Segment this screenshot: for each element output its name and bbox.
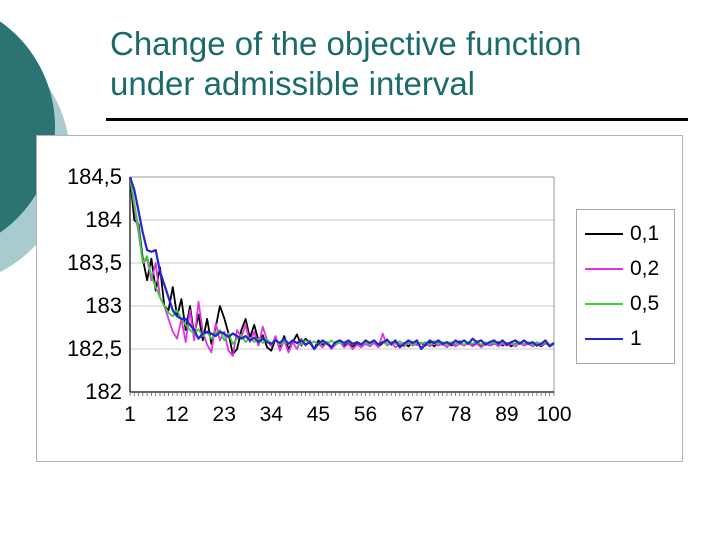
legend-label: 1: [630, 327, 642, 351]
legend-entry: 1: [585, 327, 674, 351]
slide-title-line2: under admissible interval: [110, 65, 476, 102]
chart-legend: 0,1 0,2 0,5 1: [576, 209, 675, 364]
series-line-1: [128, 176, 555, 351]
slide-title: Change of the objective function under a…: [110, 24, 690, 104]
y-tick-label: 182: [85, 379, 122, 404]
legend-line-sample: [585, 232, 623, 235]
x-tick-label: 23: [213, 403, 236, 426]
legend-entry: 0,1: [585, 222, 674, 246]
x-tick-label: 56: [354, 403, 377, 426]
y-tick-label: 183: [85, 293, 122, 318]
y-tick-label: 183,5: [67, 250, 122, 275]
x-tick-label: 45: [307, 403, 330, 426]
legend-line-sample: [585, 338, 623, 341]
x-tick-label: 34: [260, 403, 284, 426]
x-tick-label: 89: [495, 403, 518, 426]
y-tick-label: 184: [85, 207, 122, 232]
legend-entry: 0,2: [585, 257, 674, 281]
chart-object: 184,5 184 183,5 183 182,5 182 1 12 23 34 45 56 67 78 8…: [36, 135, 683, 462]
legend-label: 0,5: [630, 292, 660, 316]
series-line-0,2: [129, 176, 555, 357]
legend-entry: 0,5: [585, 292, 674, 316]
series-line-0,5: [129, 176, 555, 346]
x-tick-label: 12: [165, 403, 188, 426]
x-tick-label: 67: [401, 403, 424, 426]
y-tick-label: 182,5: [67, 336, 122, 361]
legend-label: 0,1: [630, 221, 660, 245]
y-tick-label: 184,5: [67, 164, 122, 189]
x-tick-label: 78: [448, 403, 471, 426]
slide-title-line1: Change of the objective function: [110, 25, 582, 62]
legend-line-sample: [585, 267, 623, 270]
x-tick-label: 100: [536, 403, 571, 426]
title-underline: [106, 118, 688, 121]
x-tick-label: 1: [124, 403, 136, 426]
legend-label: 0,2: [630, 256, 660, 280]
legend-line-sample: [585, 303, 623, 306]
